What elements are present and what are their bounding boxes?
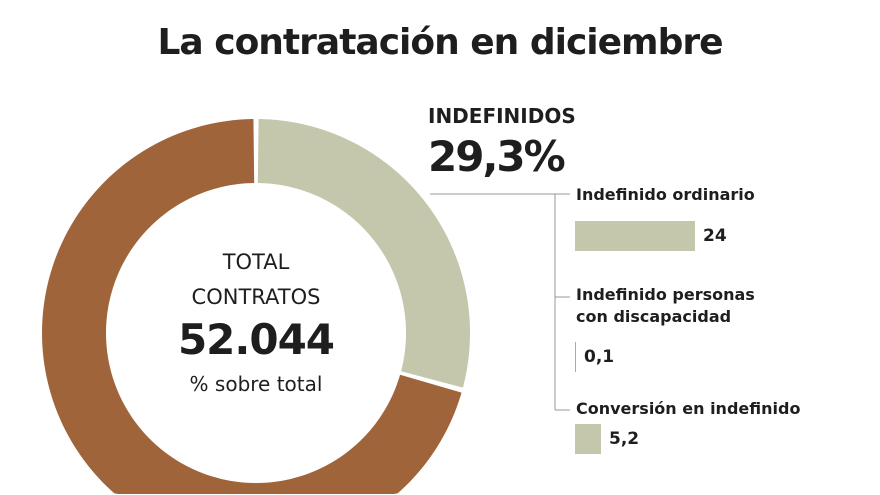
indefinidos-value: 29,3%: [428, 132, 566, 181]
donut-slice-1: [42, 119, 462, 495]
breakdown-bar-2: [575, 424, 601, 454]
center-total-value: 52.044: [177, 315, 335, 364]
center-label-total: TOTAL: [222, 250, 290, 274]
indefinidos-label: INDEFINIDOS: [428, 104, 576, 128]
chart-title: La contratación en diciembre: [157, 22, 723, 63]
center-subtitle: % sobre total: [189, 372, 323, 396]
donut-slice-0: [257, 119, 470, 388]
breakdown-bar-0: [575, 221, 695, 251]
breakdown-value-0: 24: [703, 226, 727, 246]
breakdown-label-0: Indefinido ordinario: [576, 185, 755, 204]
breakdown-label-2: Conversión en indefinido: [576, 399, 801, 418]
breakdown-value-1: 0,1: [584, 347, 615, 367]
breakdown-label-1: Indefinido personas con discapacidad: [576, 285, 755, 326]
breakdown-bar-1: [575, 342, 576, 372]
center-label-contratos: CONTRATOS: [191, 285, 321, 309]
breakdown-value-2: 5,2: [609, 429, 640, 449]
